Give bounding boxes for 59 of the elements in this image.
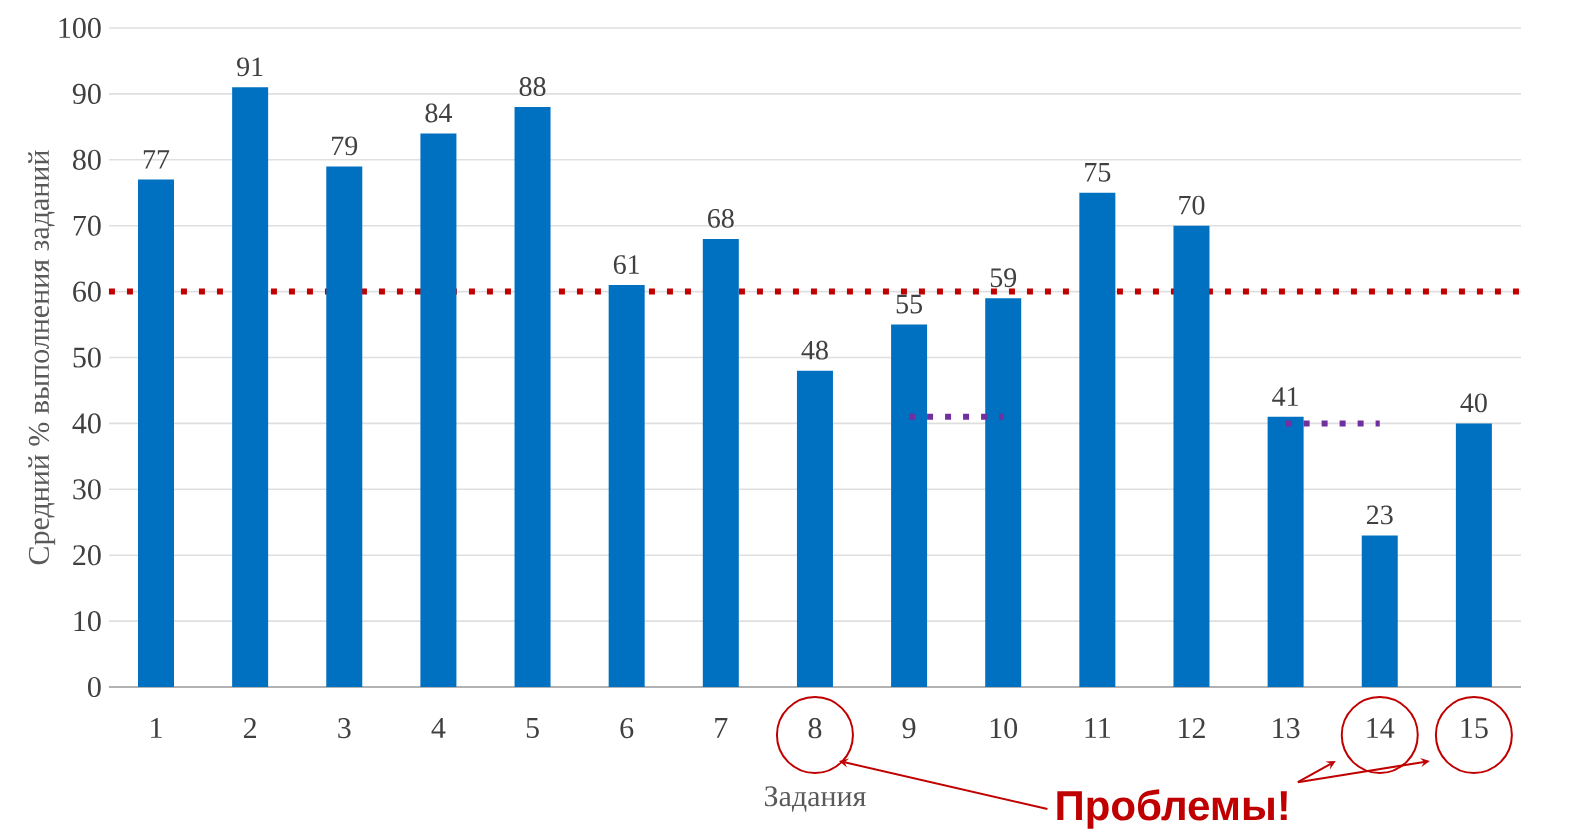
bar xyxy=(138,179,174,687)
bar xyxy=(232,87,269,687)
bar xyxy=(1173,225,1210,687)
x-tick-label: 9 xyxy=(902,718,916,739)
bar xyxy=(514,107,551,687)
y-tick-label: 0 xyxy=(88,676,101,698)
data-label: 91 xyxy=(237,57,263,77)
data-label: 40 xyxy=(1460,393,1487,413)
y-tick-label: 50 xyxy=(73,347,101,368)
y-tick-label: 80 xyxy=(73,149,101,170)
x-axis-title: Задания xyxy=(764,786,866,812)
data-label: 23 xyxy=(1366,505,1393,525)
y-axis-title: Средний % выполнения заданий xyxy=(28,150,56,565)
y-tick-label: 40 xyxy=(72,413,101,434)
x-tick-label: 5 xyxy=(526,718,539,738)
bar xyxy=(985,298,1022,687)
data-label: 75 xyxy=(1085,163,1111,182)
x-tick-label: 2 xyxy=(243,718,256,738)
bar xyxy=(702,238,739,687)
bar xyxy=(1079,192,1116,687)
bar xyxy=(1455,423,1492,687)
x-tick-label: 4 xyxy=(431,718,446,738)
x-tick-label: 13 xyxy=(1273,718,1300,739)
y-tick-label: 20 xyxy=(73,545,101,566)
x-tick-label: 3 xyxy=(338,718,351,739)
x-tick-label: 14 xyxy=(1367,718,1395,738)
bar xyxy=(608,285,645,687)
bar xyxy=(1361,535,1398,687)
data-label: 77 xyxy=(143,150,170,169)
data-label: 48 xyxy=(801,340,828,360)
data-label: 79 xyxy=(332,136,358,156)
data-label: 84 xyxy=(425,103,452,123)
x-tick-label: 10 xyxy=(990,718,1018,739)
bar xyxy=(326,166,363,687)
data-label: 88 xyxy=(519,77,546,97)
y-tick-label: 100 xyxy=(59,17,101,39)
bar xyxy=(796,370,833,687)
x-tick-label: 8 xyxy=(808,718,822,739)
y-tick-label: 10 xyxy=(74,610,101,632)
data-label: 61 xyxy=(613,255,639,274)
y-tick-label: 30 xyxy=(73,479,101,500)
x-tick-label: 11 xyxy=(1085,718,1110,738)
x-tick-label: 7 xyxy=(715,718,728,738)
x-tick-label: 12 xyxy=(1179,718,1205,738)
x-tick-label: 1 xyxy=(151,718,162,738)
text: Проблемы! xyxy=(1057,789,1287,829)
x-tick-label: 15 xyxy=(1461,718,1488,739)
y-tick-label: 60 xyxy=(73,281,101,302)
bar xyxy=(420,133,457,687)
data-label: 68 xyxy=(708,208,734,228)
y-tick-label: 90 xyxy=(72,83,101,105)
data-label: 41 xyxy=(1272,387,1298,406)
bar xyxy=(891,324,928,687)
data-label: 55 xyxy=(896,294,922,314)
bar xyxy=(1267,416,1304,687)
data-label: 70 xyxy=(1179,195,1205,215)
data-label: 59 xyxy=(990,268,1017,288)
x-tick-label: 6 xyxy=(620,718,634,739)
y-tick-label: 70 xyxy=(73,215,101,236)
